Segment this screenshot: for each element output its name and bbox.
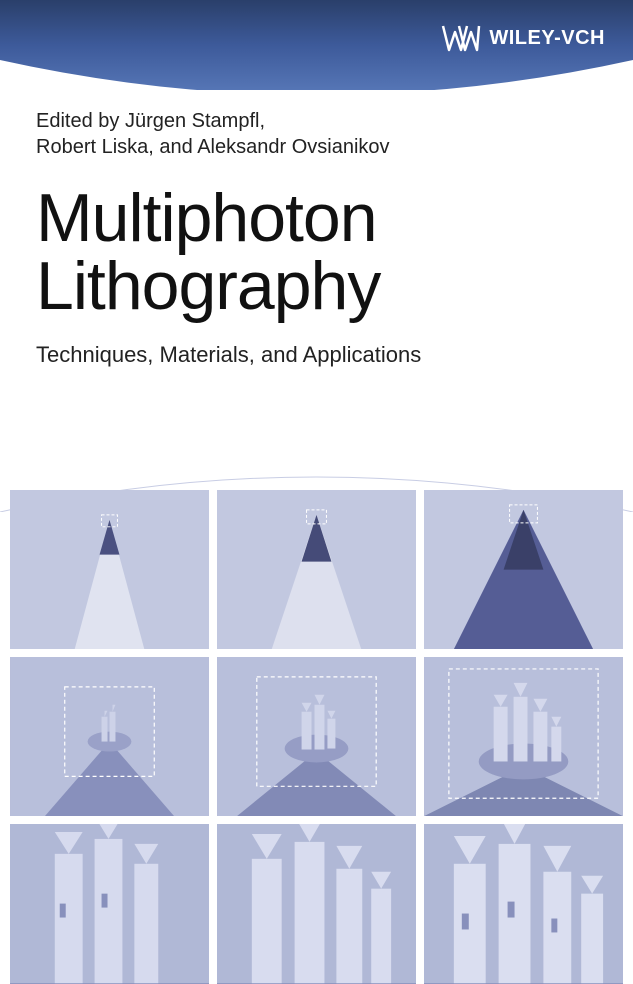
editors-line-2: Robert Liska, and Aleksandr Ovsianikov: [36, 136, 390, 158]
publisher-logo: WILEY-VCH: [441, 18, 605, 58]
editors-line-1: Edited by Jürgen Stampfl,: [36, 110, 265, 132]
grid-cell-castle-2: [217, 657, 416, 816]
grid-cell-closeup-2: [217, 824, 416, 983]
grid-cell-pencil-1: [10, 490, 209, 649]
grid-cell-pencil-3: [424, 490, 623, 649]
publisher-name: WILEY-VCH: [489, 27, 605, 50]
editors-line: Edited by Jürgen Stampfl, Robert Liska, …: [36, 108, 597, 160]
grid-cell-castle-1: [10, 657, 209, 816]
grid-cell-closeup-1: [10, 824, 209, 983]
cover-image-grid: [0, 490, 633, 984]
book-title: Multiphoton Lithography: [36, 184, 597, 320]
grid-cell-closeup-3: [424, 824, 623, 983]
grid-cell-castle-3: [424, 657, 623, 816]
title-block: Edited by Jürgen Stampfl, Robert Liska, …: [36, 108, 597, 368]
title-line-2: Lithography: [36, 248, 380, 324]
book-subtitle: Techniques, Materials, and Applications: [36, 342, 597, 368]
title-line-1: Multiphoton: [36, 180, 377, 256]
wiley-logo-icon: [441, 18, 481, 58]
grid-cell-pencil-2: [217, 490, 416, 649]
